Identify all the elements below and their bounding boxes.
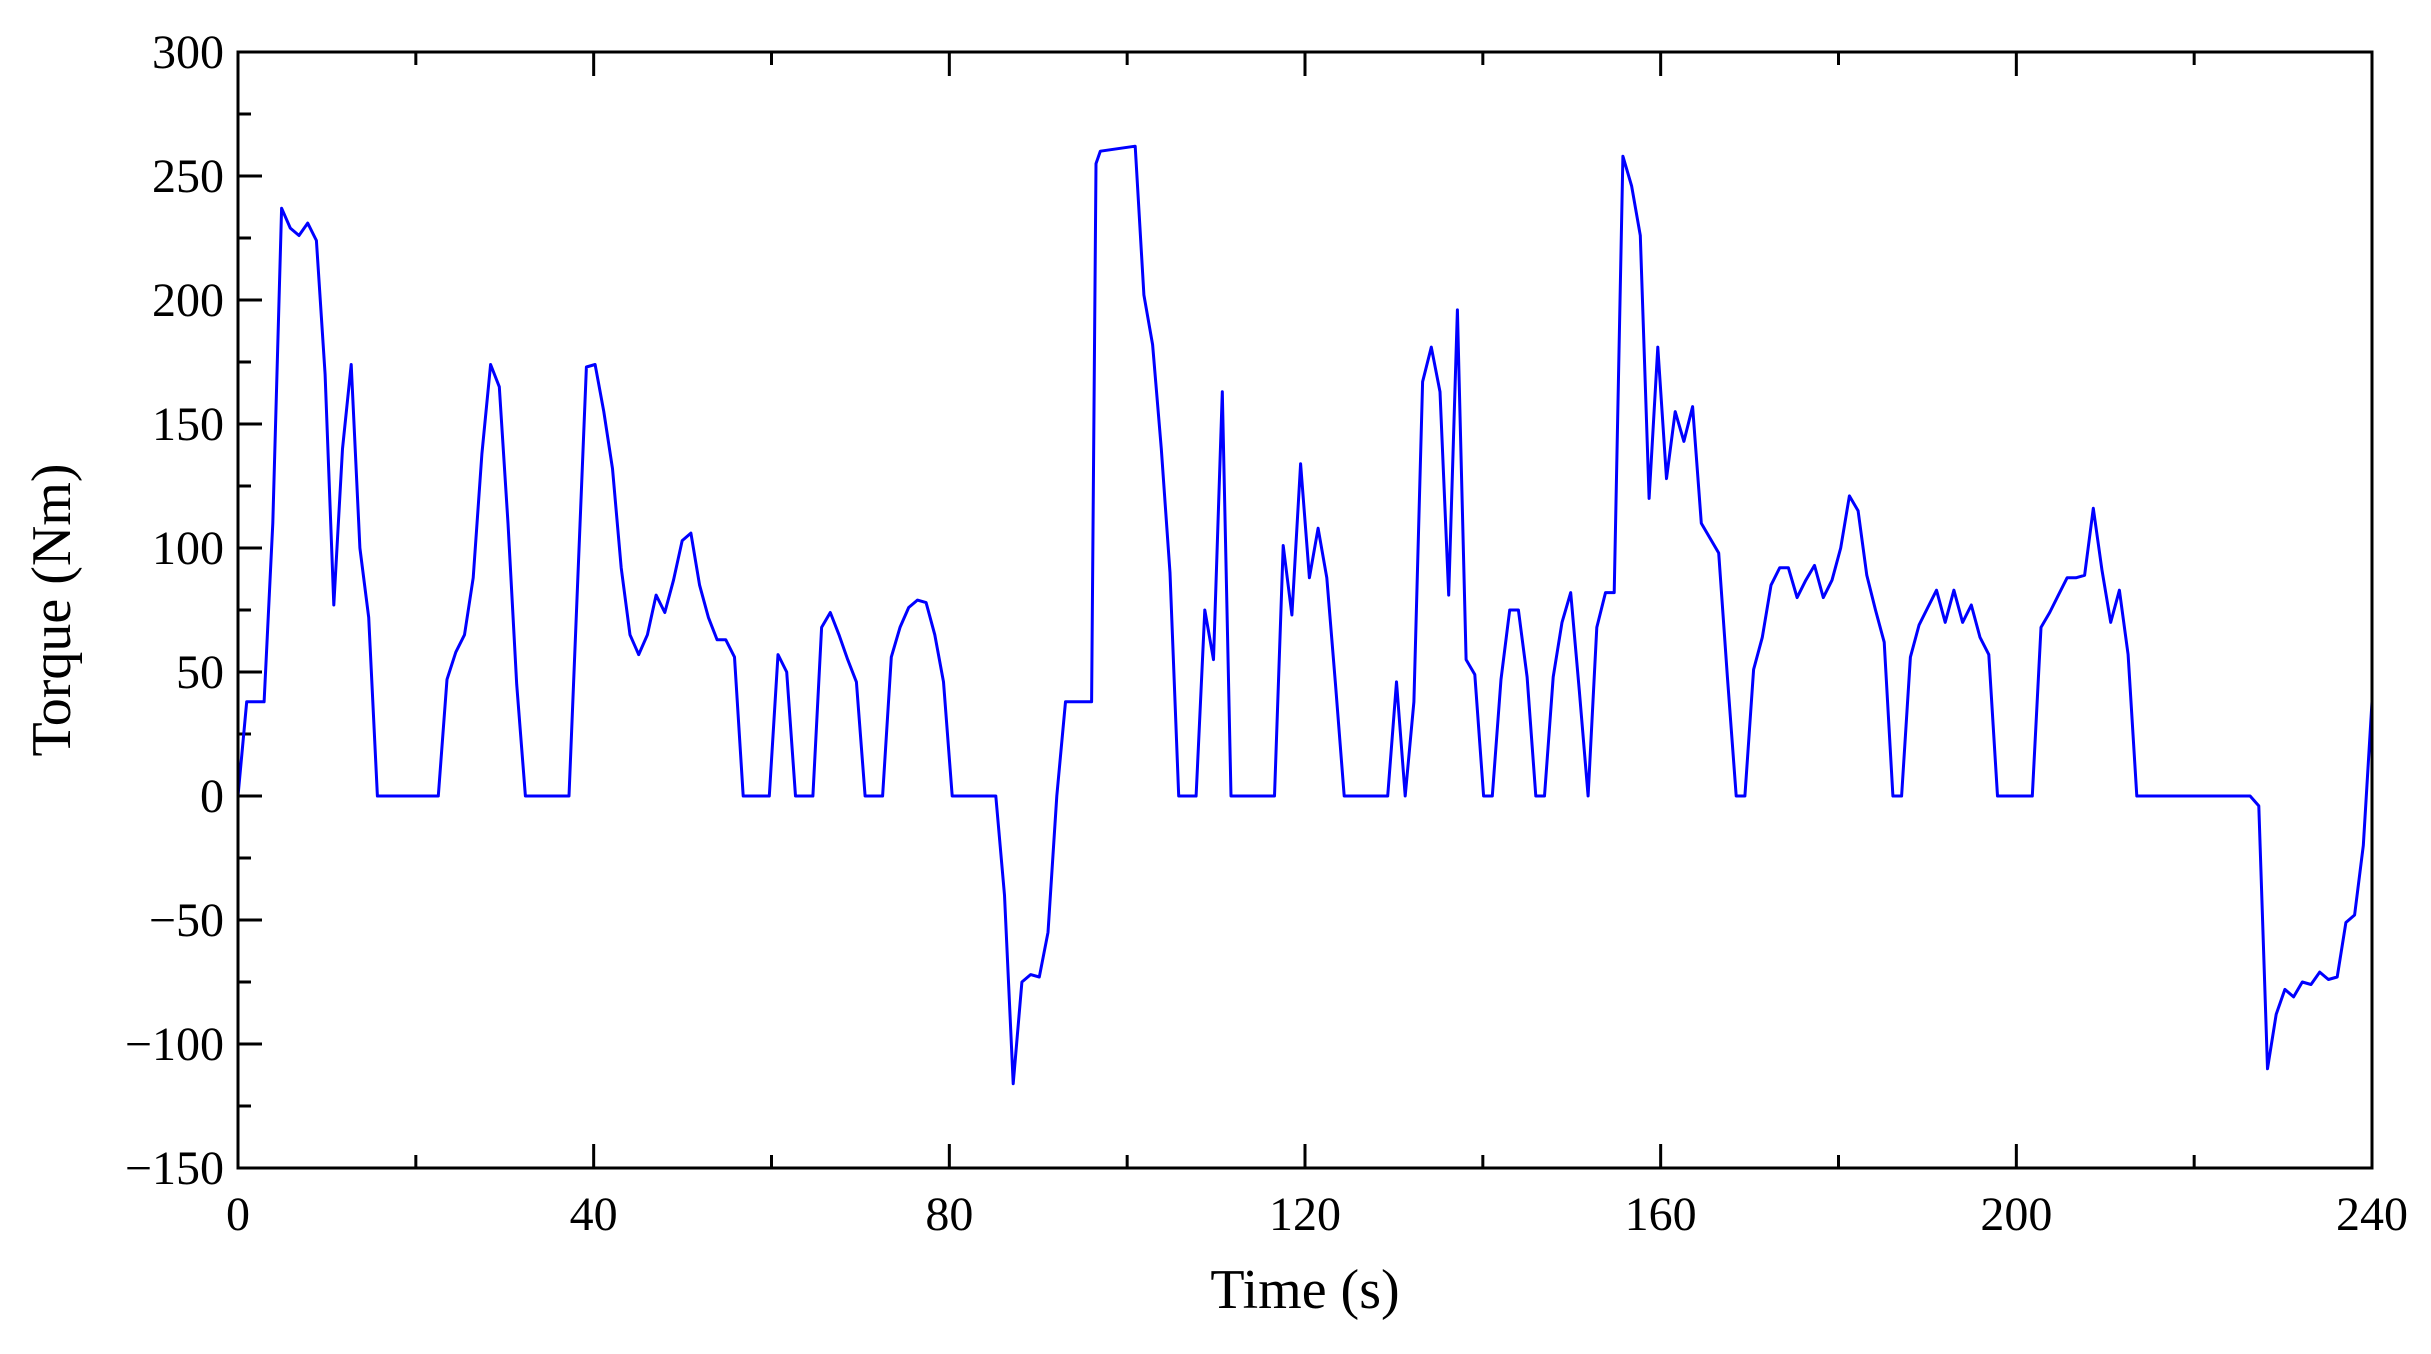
- x-tick-label: 240: [2336, 1188, 2408, 1241]
- y-tick-label: 300: [152, 26, 224, 79]
- plot-frame: [236, 50, 2374, 1170]
- y-tick-label: 100: [152, 522, 224, 575]
- y-tick-label: −150: [125, 1142, 224, 1195]
- y-tick-label: 0: [200, 770, 224, 823]
- y-tick-label: 200: [152, 274, 224, 327]
- x-tick-label: 0: [226, 1188, 250, 1241]
- y-axis-title: Torque (Nm): [21, 463, 83, 756]
- y-tick-label: 50: [176, 646, 224, 699]
- y-tick-label: −100: [125, 1018, 224, 1071]
- y-tick-label: 150: [152, 398, 224, 451]
- y-tick-label: 250: [152, 150, 224, 203]
- x-tick-label: 200: [1980, 1188, 2052, 1241]
- x-tick-label: 160: [1625, 1188, 1697, 1241]
- x-tick-label: 40: [570, 1188, 618, 1241]
- y-tick-label: −50: [149, 894, 224, 947]
- x-tick-label: 80: [925, 1188, 973, 1241]
- x-tick-label: 120: [1269, 1188, 1341, 1241]
- torque-series-line: [236, 144, 2374, 1086]
- x-axis-title: Time (s): [1210, 1259, 1399, 1321]
- labels-layer: 0 40 80 120 160 200 240 −150 −100 −50 0 50 100 150 200…: [125, 26, 2408, 1241]
